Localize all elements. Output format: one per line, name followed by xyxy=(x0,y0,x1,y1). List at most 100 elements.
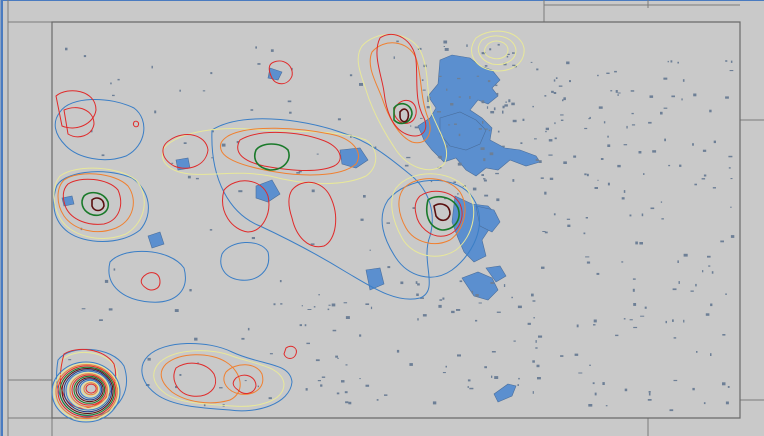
settlement-speck xyxy=(81,308,86,310)
settlement-speck xyxy=(445,365,447,368)
settlement-speck xyxy=(535,347,538,349)
isoline xyxy=(73,375,106,404)
settlement-speck xyxy=(584,127,588,130)
isoline xyxy=(232,374,257,394)
settlement-speck xyxy=(727,386,730,388)
settlement-speck xyxy=(454,123,457,125)
mountain-town-3 xyxy=(365,267,385,291)
settlement-speck xyxy=(730,206,732,208)
settlement-speck xyxy=(360,218,364,221)
settlement-speck xyxy=(318,294,320,296)
settlement-speck xyxy=(593,319,597,323)
settlement-speck xyxy=(369,249,371,251)
settlement-speck xyxy=(573,155,577,158)
settlement-speck xyxy=(376,399,379,401)
settlement-speck xyxy=(415,281,418,284)
settlement-speck xyxy=(489,48,492,51)
settlement-speck xyxy=(310,243,315,245)
settlement-speck xyxy=(475,319,478,322)
settlement-speck xyxy=(327,308,330,311)
settlement-speck xyxy=(365,303,370,305)
settlement-speck xyxy=(480,147,485,150)
settlement-speck xyxy=(484,65,488,67)
settlement-speck xyxy=(517,305,522,309)
settlement-speck xyxy=(512,179,515,182)
settlement-speck xyxy=(396,40,399,43)
settlement-speck xyxy=(65,47,68,51)
isoline xyxy=(69,373,108,408)
settlement-speck xyxy=(650,207,655,210)
settlement-speck xyxy=(209,229,213,231)
settlement-speck xyxy=(709,109,712,113)
settlement-speck xyxy=(729,70,734,72)
settlement-speck xyxy=(502,110,504,114)
settlement-speck xyxy=(457,77,461,80)
settlement-speck xyxy=(469,96,471,99)
settlement-speck xyxy=(458,96,461,98)
settlement-speck xyxy=(414,126,419,129)
settlement-speck xyxy=(683,253,688,257)
settlement-speck xyxy=(436,111,441,113)
settlement-speck xyxy=(439,299,443,301)
settlement-speck xyxy=(189,289,192,292)
isoline xyxy=(59,366,115,416)
settlement-speck xyxy=(596,272,600,275)
metro-core xyxy=(439,111,487,151)
settlement-speck xyxy=(432,401,437,405)
settlement-speck xyxy=(530,61,533,63)
mountain-town-1 xyxy=(339,147,369,169)
settlement-speck xyxy=(212,130,214,133)
settlement-speck xyxy=(567,224,571,227)
settlement-speck xyxy=(730,60,733,63)
settlement-speck xyxy=(154,110,157,114)
settlement-speck xyxy=(446,88,448,91)
settlement-speck xyxy=(522,118,525,121)
settlement-speck xyxy=(306,342,310,345)
settlement-speck xyxy=(660,201,663,203)
settlement-speck xyxy=(602,382,605,385)
settlement-speck xyxy=(476,75,480,77)
isoline xyxy=(63,107,95,138)
settlement-speck xyxy=(703,174,707,177)
settlement-speck xyxy=(710,353,712,356)
settlement-speck xyxy=(478,128,482,130)
isoline xyxy=(471,30,525,72)
isoline xyxy=(153,350,285,407)
settlement-speck xyxy=(83,55,87,58)
settlement-speck xyxy=(412,207,416,209)
settlement-speck xyxy=(174,309,179,312)
settlement-speck xyxy=(304,324,307,327)
settlement-speck xyxy=(554,122,556,125)
settlement-speck xyxy=(430,181,433,183)
settlement-speck xyxy=(553,79,556,82)
isoline xyxy=(71,374,107,406)
settlement-speck xyxy=(538,335,543,338)
settlement-speck xyxy=(317,380,321,382)
settlement-speck xyxy=(406,156,411,159)
settlement-speck xyxy=(251,237,255,240)
isoline xyxy=(51,361,121,423)
settlement-speck xyxy=(728,167,731,169)
isoline xyxy=(83,382,99,396)
settlement-speck xyxy=(484,194,489,197)
settlement-speck xyxy=(722,382,726,386)
settlement-speck xyxy=(648,392,651,396)
settlement-speck xyxy=(673,337,677,339)
settlement-speck xyxy=(179,374,182,376)
settlement-speck xyxy=(638,151,642,154)
settlement-speck xyxy=(670,60,673,63)
settlement-speck xyxy=(574,353,579,356)
settlement-speck xyxy=(648,121,652,124)
settlement-speck xyxy=(532,360,535,363)
settlement-speck xyxy=(316,153,319,155)
isoline xyxy=(484,40,509,60)
settlement-speck xyxy=(630,90,635,92)
settlement-speck xyxy=(359,378,361,380)
settlement-speck xyxy=(508,99,511,103)
settlement-speck xyxy=(488,129,491,132)
settlement-speck xyxy=(647,399,652,401)
settlement-speck xyxy=(730,235,735,238)
isoline xyxy=(426,195,460,231)
